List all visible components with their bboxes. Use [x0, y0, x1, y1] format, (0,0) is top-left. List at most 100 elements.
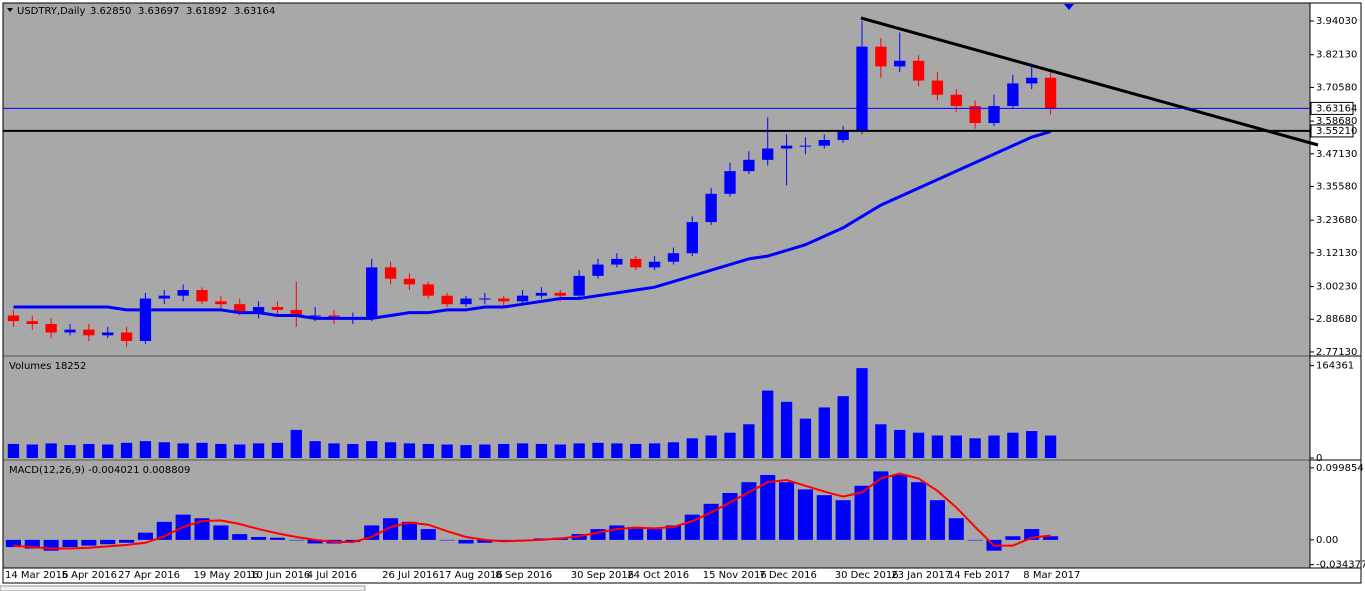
candle-body: [705, 193, 717, 223]
x-tick-label: 27 Apr 2016: [118, 570, 180, 581]
candle-body: [724, 171, 736, 194]
panel-title: Volumes 18252: [9, 361, 86, 372]
candle-body: [856, 46, 868, 132]
candle-body: [384, 267, 397, 279]
volume-bar: [460, 445, 472, 458]
volume-bar: [950, 435, 962, 458]
macd-bar: [383, 518, 399, 540]
volume-bar: [366, 441, 378, 458]
candle-body: [1007, 83, 1019, 107]
shift-marker: [1064, 4, 1074, 10]
volume-bar: [139, 441, 152, 458]
macd-bar: [797, 489, 813, 540]
candle-body: [554, 292, 566, 296]
y-tick-label: 3.94030: [1316, 16, 1357, 27]
volume-bar: [516, 443, 529, 458]
macd-bar: [477, 539, 493, 543]
x-tick-label: 17 Aug 2016: [439, 570, 503, 581]
volume-bar: [799, 418, 812, 458]
macd-bar: [665, 525, 681, 540]
candle-body: [309, 315, 321, 317]
volume-bar: [252, 443, 265, 458]
candle-body: [686, 222, 698, 254]
candle-body: [535, 292, 548, 296]
volume-bar: [573, 443, 585, 458]
candle-body: [460, 298, 472, 305]
macd-bar: [251, 536, 267, 540]
signal-line: [13, 472, 1051, 550]
macd-bar: [948, 518, 964, 540]
volume-bar: [196, 442, 208, 458]
menu-arrow[interactable]: [7, 8, 13, 12]
macd-bar: [43, 539, 59, 551]
x-tick-label: 24 Oct 2016: [627, 570, 689, 581]
macd-bar: [307, 539, 323, 544]
candle-body: [611, 258, 623, 265]
macd-bar: [269, 537, 285, 540]
candle-body: [139, 298, 152, 341]
volume-bar: [102, 444, 114, 458]
ohlc-label: 3.61892: [186, 6, 227, 17]
macd-bar: [590, 529, 606, 540]
ohlc-label: 3.63164: [234, 6, 275, 17]
y-tick-label: 164361: [1316, 361, 1354, 372]
y-tick-label: 3.23680: [1316, 215, 1357, 226]
candle-body: [158, 295, 170, 299]
volume-bar: [743, 424, 755, 458]
y-tick-label: 3.12130: [1316, 248, 1357, 259]
candle-body: [403, 278, 416, 285]
y-tick-label: 3.35580: [1316, 181, 1357, 192]
candle-body: [894, 60, 906, 67]
y-tick-label: 3.82130: [1316, 50, 1357, 61]
volume-bar: [1044, 435, 1057, 458]
macd-bar: [967, 539, 983, 541]
y-tick-label: 0.00: [1316, 535, 1338, 546]
candle-body: [366, 267, 378, 319]
candle-body: [573, 275, 585, 296]
price-label: 3.55210: [1316, 126, 1357, 137]
macd-bar: [1005, 536, 1021, 540]
candle-body: [271, 307, 284, 310]
candle-body: [422, 284, 434, 296]
volume-bar: [271, 442, 284, 458]
macd-bar: [194, 518, 210, 540]
macd-bar: [119, 539, 135, 543]
candle-body: [630, 258, 642, 268]
candle-body: [479, 298, 491, 300]
x-tick-label: 8 Sep 2016: [495, 570, 552, 581]
macd-bar: [100, 539, 116, 545]
volume-panel: [3, 357, 1310, 459]
macd-bar: [81, 539, 97, 546]
macd-bar: [873, 471, 889, 540]
macd-bar: [458, 539, 474, 544]
macd-bar: [24, 539, 40, 549]
volume-bar: [26, 444, 38, 458]
macd-bar: [684, 514, 700, 540]
volume-bar: [667, 442, 680, 458]
macd-bar: [911, 482, 927, 540]
volume-bar: [724, 432, 736, 458]
macd-bar: [741, 482, 757, 540]
x-tick-label: 5 Apr 2016: [62, 570, 117, 581]
candle-body: [64, 329, 76, 333]
volume-bar: [328, 443, 340, 458]
volume-bar: [45, 443, 57, 458]
macd-bar: [609, 525, 625, 540]
volume-bar: [969, 438, 981, 458]
candle-body: [1044, 77, 1057, 109]
volume-bar: [1007, 432, 1019, 458]
moving-average: [13, 130, 1052, 320]
candle-body: [988, 106, 1000, 124]
macd-bar: [364, 525, 380, 540]
x-tick-label: 10 Jun 2016: [250, 570, 310, 581]
tab-strip[interactable]: [0, 585, 366, 591]
macd-bar: [213, 525, 229, 540]
x-tick-label: 19 May 2016: [194, 570, 259, 581]
volume-bar: [705, 435, 717, 458]
volume-bar: [422, 443, 434, 458]
volume-bar: [630, 443, 642, 458]
y-tick-label: 0.099854: [1316, 463, 1364, 474]
candle-body: [1026, 77, 1038, 84]
y-tick-label: 0: [1316, 453, 1322, 464]
